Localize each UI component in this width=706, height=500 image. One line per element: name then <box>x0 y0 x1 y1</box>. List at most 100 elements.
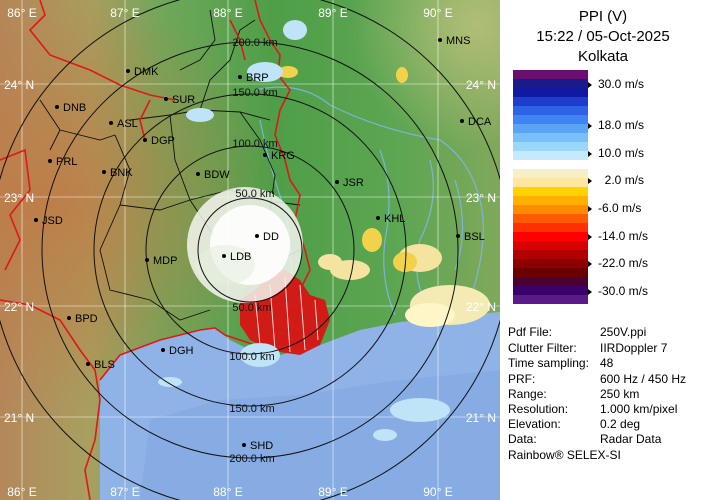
lat-label-right-23: 23° N <box>466 191 496 205</box>
range-label-50-south: 50.0 km <box>232 302 271 314</box>
meta-prf: PRF: 600 Hz / 450 Hz <box>508 372 687 386</box>
scale-label-minus22: -22.0 m/s <box>588 256 648 270</box>
tick-marker-icon <box>588 205 592 212</box>
color-swatch <box>513 286 588 295</box>
lon-label-bottom-88: 88° E <box>213 485 242 499</box>
station-bpd: BPD <box>75 313 98 325</box>
range-rings <box>0 0 500 500</box>
station-mdp: MDP <box>153 255 177 267</box>
color-swatch <box>513 169 588 178</box>
color-swatch <box>513 250 588 259</box>
lon-label-bottom-87: 87° E <box>110 485 139 499</box>
station-sur: SUR <box>172 94 195 106</box>
color-swatch <box>513 187 588 196</box>
color-swatch <box>513 241 588 250</box>
color-swatch <box>513 196 588 205</box>
ground-clutter <box>187 187 303 303</box>
timestamp: 15:22 / 05-Oct-2025 <box>536 28 670 45</box>
tick-marker-icon <box>588 122 592 129</box>
meta-range: Range: 250 km <box>508 387 640 401</box>
lat-label-left-24: 24° N <box>4 78 34 92</box>
station-bsl: BSL <box>464 231 485 243</box>
lat-label-left-23: 23° N <box>4 191 34 205</box>
color-swatch <box>513 106 588 115</box>
color-swatch <box>513 124 588 133</box>
range-label-150-south: 150.0 km <box>229 403 274 415</box>
meta-clutter-filter: Clutter Filter: IIRDoppler 7 <box>508 341 668 355</box>
station-dca: DCA <box>468 116 492 128</box>
meta-time-sampling: Time sampling: 48 <box>508 356 614 370</box>
latitude-labels: 24° N 23° N 22° N 21° N 24° N 23° N 22° … <box>4 78 496 425</box>
station-bnk: BNK <box>110 167 133 179</box>
color-swatch <box>513 151 588 160</box>
scale-label-minus14: -14.0 m/s <box>588 229 648 243</box>
station-dmk: DMK <box>134 66 159 78</box>
lon-label-top-90: 90° E <box>423 6 452 20</box>
lon-label-top-88: 88° E <box>213 6 242 20</box>
district-boundaries <box>39 9 301 321</box>
station-prl: PRL <box>56 156 77 168</box>
color-swatch <box>513 97 588 106</box>
lon-label-bottom-86: 86° E <box>7 485 36 499</box>
station-bdw: BDW <box>204 169 230 181</box>
lon-label-top-87: 87° E <box>110 6 139 20</box>
software-credit: Rainbow® SELEX-SI <box>508 448 621 462</box>
color-swatch <box>513 160 588 169</box>
longitude-labels: 86° E 87° E 88° E 89° E 90° E 86° E 87° … <box>7 6 452 499</box>
radar-map: 50.0 km 100.0 km 150.0 km 200.0 km 50.0 … <box>0 0 500 500</box>
lat-label-right-22: 22° N <box>466 300 496 314</box>
scale-label-30: 30.0 m/s <box>588 77 644 91</box>
lat-label-left-21: 21° N <box>4 411 34 425</box>
lon-label-bottom-89: 89° E <box>318 485 347 499</box>
range-label-150-north: 150.0 km <box>232 87 277 99</box>
color-swatch <box>513 268 588 277</box>
color-scale <box>513 70 588 304</box>
color-swatch <box>513 295 588 304</box>
tick-marker-icon <box>588 233 592 240</box>
site-name: Kolkata <box>577 48 629 65</box>
product-title: PPI (V) <box>578 8 628 25</box>
color-swatch <box>513 133 588 142</box>
station-ldb: LDB <box>230 251 251 263</box>
meta-data: Data: Radar Data <box>508 432 662 446</box>
lat-label-right-24: 24° N <box>466 78 496 92</box>
color-swatch <box>513 142 588 151</box>
precip-echoes <box>278 66 490 327</box>
stations: MNS DMK BRP DNB SUR ASL DGP KRG DCA PRL … <box>34 35 492 452</box>
scale-label-10: 10.0 m/s <box>588 146 644 160</box>
color-swatch <box>513 70 588 79</box>
station-mns: MNS <box>446 35 470 47</box>
station-shd: SHD <box>250 440 273 452</box>
lon-label-bottom-90: 90° E <box>423 485 452 499</box>
station-dgp: DGP <box>151 135 175 147</box>
range-label-100-north: 100.0 km <box>232 138 277 150</box>
station-khl: KHL <box>384 213 405 225</box>
color-swatch <box>513 115 588 124</box>
lat-label-right-21: 21° N <box>466 411 496 425</box>
tick-marker-icon <box>588 150 592 157</box>
station-dgh: DGH <box>169 345 194 357</box>
scale-label-18: 18.0 m/s <box>588 118 644 132</box>
color-swatch <box>513 223 588 232</box>
scale-label-minus30: -30.0 m/s <box>588 284 648 298</box>
range-label-200-south: 200.0 km <box>229 453 274 465</box>
range-label-50-north: 50.0 km <box>235 188 274 200</box>
lat-label-left-22: 22° N <box>4 300 34 314</box>
color-swatch <box>513 277 588 286</box>
meta-pdf-file: Pdf File: 250V.ppi <box>508 325 647 339</box>
station-asl: ASL <box>117 118 138 130</box>
tick-marker-icon <box>588 177 592 184</box>
color-swatch <box>513 259 588 268</box>
color-swatch <box>513 178 588 187</box>
tick-marker-icon <box>588 81 592 88</box>
tick-marker-icon <box>588 288 592 295</box>
color-swatch <box>513 232 588 241</box>
range-label-200-north: 200.0 km <box>232 37 277 49</box>
station-dd: DD <box>263 231 279 243</box>
station-krg: KRG <box>271 150 295 162</box>
color-swatch <box>513 79 588 88</box>
lon-label-top-89: 89° E <box>318 6 347 20</box>
color-swatch <box>513 214 588 223</box>
station-dnb: DNB <box>63 102 86 114</box>
meta-elevation: Elevation: 0.2 deg <box>508 417 641 431</box>
